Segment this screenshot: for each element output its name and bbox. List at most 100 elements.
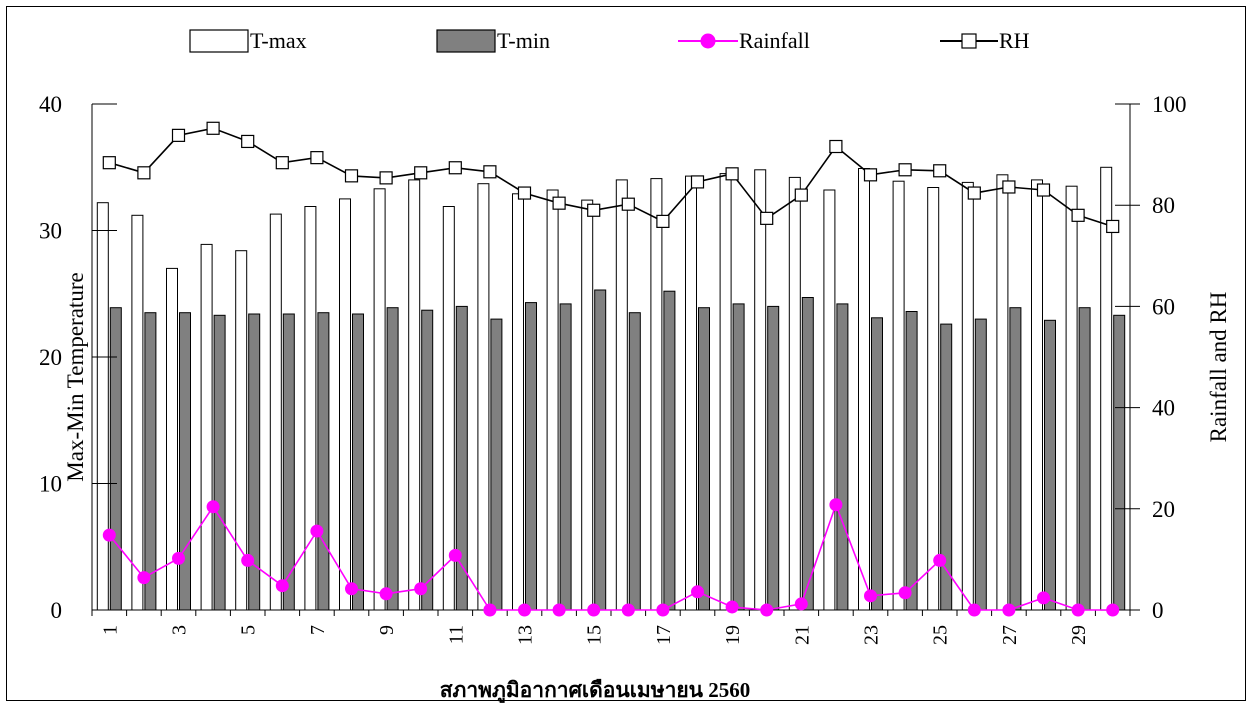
rh-point [483, 165, 497, 179]
tmin-bar [1113, 314, 1126, 611]
legend-label-rainfall: Rainfall [739, 28, 810, 53]
tmin-bar [836, 303, 849, 611]
tmin-bar [282, 313, 295, 611]
legend-swatch-tmax [189, 29, 249, 53]
tmin-bar [698, 307, 710, 611]
tmin-bar [732, 303, 745, 611]
left-tick-label: 0 [51, 598, 63, 623]
tmin-bar [1044, 319, 1056, 611]
rainfall-point [760, 603, 774, 617]
y-axis-right-label: Rainfall and RH [1206, 292, 1231, 443]
tmax-bar [823, 189, 836, 611]
x-tick-label: 11 [445, 625, 467, 644]
rh-point [760, 211, 774, 225]
rh-point [206, 121, 220, 135]
tmax-bar [373, 188, 386, 611]
tmax-bar [477, 183, 490, 611]
x-tick-label: 1 [99, 625, 121, 635]
rainfall-point [621, 603, 635, 617]
tmax-bar [581, 199, 594, 611]
rainfall-point [691, 585, 704, 599]
rh-point [725, 167, 739, 181]
rainfall-point [656, 603, 670, 617]
tmin-bar [386, 307, 399, 611]
rainfall-point [898, 586, 912, 600]
tmin-bar [213, 314, 226, 611]
x-tick-label: 17 [653, 625, 675, 645]
tmin-bar [594, 289, 607, 611]
rh-point [1106, 219, 1120, 234]
rainfall-point [137, 571, 151, 585]
rh-point [690, 175, 705, 189]
rainfall-point [1002, 603, 1016, 617]
y-axis-left-label: Max-Min Temperature [63, 272, 88, 481]
legend: T-max T-min Rainfall RH [189, 28, 1030, 53]
rainfall-point [1106, 603, 1120, 617]
tmax-bar [858, 168, 870, 611]
rh-point [898, 163, 912, 177]
rainfall-point [829, 498, 843, 512]
tmax-bar [512, 193, 524, 611]
rainfall-point [206, 500, 220, 514]
rh-point [794, 188, 808, 202]
rh-point [379, 171, 393, 185]
rh-point [1002, 180, 1016, 194]
rh-point [414, 166, 428, 180]
tmax-bar [1065, 185, 1078, 611]
right-tick-label: 60 [1152, 294, 1175, 319]
tmax-bar [788, 176, 801, 611]
x-tick-label: 3 [169, 625, 191, 635]
rainfall-point [172, 551, 185, 565]
tmin-bar [317, 312, 330, 611]
x-tick-label: 29 [1068, 625, 1090, 645]
rainfall-point [1037, 591, 1050, 605]
rainfall-point [345, 582, 358, 596]
right-tick-label: 0 [1152, 598, 1164, 623]
x-tick-label: 27 [999, 625, 1021, 645]
x-tick-label: 15 [584, 625, 606, 645]
rh-point [933, 164, 947, 178]
right-tick-label: 80 [1152, 193, 1175, 218]
rainfall-point [794, 597, 808, 611]
tmax-bar [408, 179, 421, 611]
tmax-bar [685, 175, 697, 611]
tmin-bar [905, 311, 918, 611]
left-tick-label: 40 [39, 92, 62, 117]
legend-marker-rh [961, 33, 977, 49]
rh-point [552, 196, 566, 210]
rainfall-point [552, 603, 566, 617]
rh-point [241, 134, 255, 149]
rh-point [1071, 208, 1085, 222]
tmin-bar [663, 290, 676, 611]
rainfall-point [725, 600, 739, 614]
rh-point [517, 186, 532, 200]
tmin-bar [767, 305, 780, 611]
tmax-bar [1031, 179, 1043, 611]
tmax-bar [927, 187, 940, 611]
rh-point [102, 156, 116, 170]
rh-point [829, 139, 843, 154]
tmax-bar [200, 243, 213, 611]
x-tick-label: 19 [722, 625, 744, 645]
rh-point [1036, 183, 1051, 197]
tmax-bar [1100, 166, 1113, 611]
legend-label-tmin: T-min [497, 28, 550, 53]
tmax-bar [131, 214, 144, 611]
x-tick-label: 23 [861, 625, 883, 645]
rh-point [587, 203, 601, 217]
tmax-bar [892, 180, 905, 611]
rh-point [275, 156, 289, 170]
tmax-bar [719, 173, 732, 611]
tmax-bar [339, 198, 351, 611]
tmax-bar [546, 189, 559, 611]
left-tick-label: 20 [39, 345, 62, 370]
rh-point [137, 166, 151, 180]
rainfall-point [483, 603, 497, 617]
tmin-bar [801, 297, 814, 611]
tmax-bar [754, 169, 767, 611]
tmax-bar [650, 178, 663, 611]
tmin-bar [940, 323, 953, 611]
tmin-bar [628, 312, 641, 611]
tmin-bar [109, 307, 122, 611]
rainfall-point [414, 582, 428, 596]
